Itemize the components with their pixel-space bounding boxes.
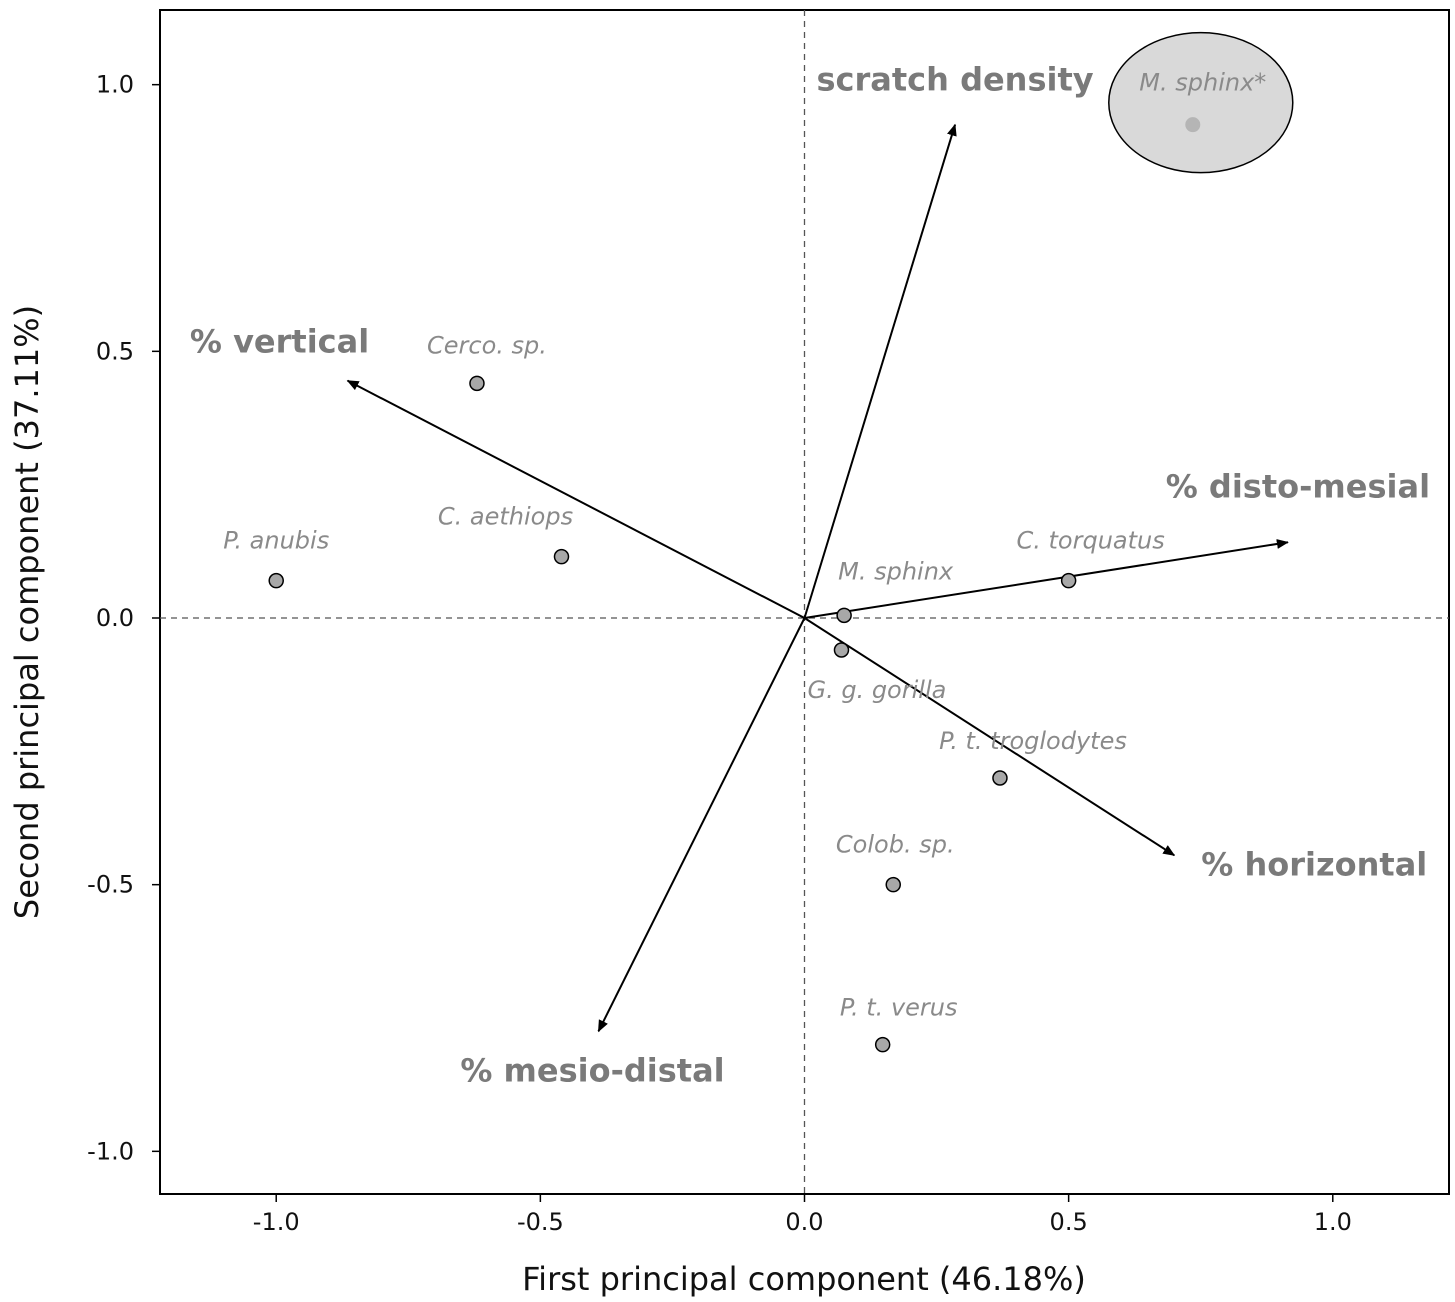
point-m-sphinx: [836, 607, 852, 624]
point-label-p-anubis: P. anubis: [223, 527, 329, 555]
loading-label-mesio-distal: % mesio-distal: [460, 1051, 724, 1089]
y-tick-label: 1.0: [96, 71, 134, 99]
highlight-ellipse: [1108, 31, 1294, 174]
y-axis-title: Second principal component (37.11%): [8, 305, 46, 919]
point-label-cerco-sp: Cerco. sp.: [427, 331, 547, 359]
y-tick-label: 0.5: [96, 337, 134, 365]
point-c-aethiops: [553, 548, 570, 565]
y-tick-label: 0.0: [96, 604, 134, 632]
loading-arrow-scratch-density: [803, 123, 957, 619]
x-tick-label: 1.0: [1314, 1208, 1352, 1236]
y-tick-label: -1.0: [87, 1137, 134, 1165]
point-c-torquatus: [1060, 572, 1077, 589]
loading-label-scratch-density: scratch density: [816, 61, 1093, 99]
loading-arrow-vertical: [346, 379, 805, 619]
point-label-p-t-troglodytes: P. t. troglodytes: [939, 727, 1127, 755]
point-colob-sp: [885, 876, 902, 893]
point-label-g-g-gorilla: G. g. gorilla: [807, 676, 946, 704]
loading-arrows: scratch density % vertical % disto-mesial%…: [190, 61, 1430, 1090]
loading-label-horizontal: % horizontal: [1201, 845, 1427, 883]
loading-arrow-horizontal: [803, 617, 1176, 857]
loading-arrow-mesio-distal: [597, 617, 806, 1033]
loading-label-disto-mesial: % disto-mesial: [1166, 467, 1430, 505]
point-label-p-t-verus: P. t. verus: [840, 994, 958, 1022]
point-label-m-sphinx: M. sphinx: [838, 557, 954, 585]
point-g-g-gorilla: [833, 642, 850, 658]
x-tick-label: -1.0: [253, 1208, 300, 1236]
point-label-colob-sp: Colob. sp.: [836, 831, 955, 859]
x-axis-title: First principal component (46.18%): [522, 1260, 1086, 1298]
point-p-t-verus: [874, 1036, 891, 1053]
loading-label-vertical: % vertical: [190, 323, 369, 361]
point-p-anubis: [268, 572, 284, 589]
point-label-c-torquatus: C. torquatus: [1017, 527, 1165, 555]
y-axis-ticks: 1.0 0.5 0.0 -0.5 -1.0: [87, 71, 160, 1165]
point-label-c-aethiops: C. aethiops: [438, 503, 573, 531]
highlight-point: [1185, 117, 1201, 133]
x-tick-label: 0.0: [785, 1208, 823, 1236]
y-tick-label: -0.5: [87, 871, 134, 899]
point-p-t-troglodytes: [992, 770, 1008, 786]
species-points: P. anubis Cerco. sp. C. aethiops M. sphinx G…: [223, 331, 1165, 1053]
highlight-group: M. sphinx*: [1108, 31, 1294, 174]
x-tick-label: 0.5: [1050, 1208, 1088, 1236]
x-axis-ticks: -1.0 -0.5 0.0 0.5 1.0: [253, 1194, 1352, 1236]
highlight-label: M. sphinx*: [1139, 69, 1266, 97]
loading-arrow-disto-mesial: [804, 539, 1289, 619]
point-cerco-sp: [469, 375, 485, 392]
x-tick-label: -0.5: [517, 1208, 564, 1236]
